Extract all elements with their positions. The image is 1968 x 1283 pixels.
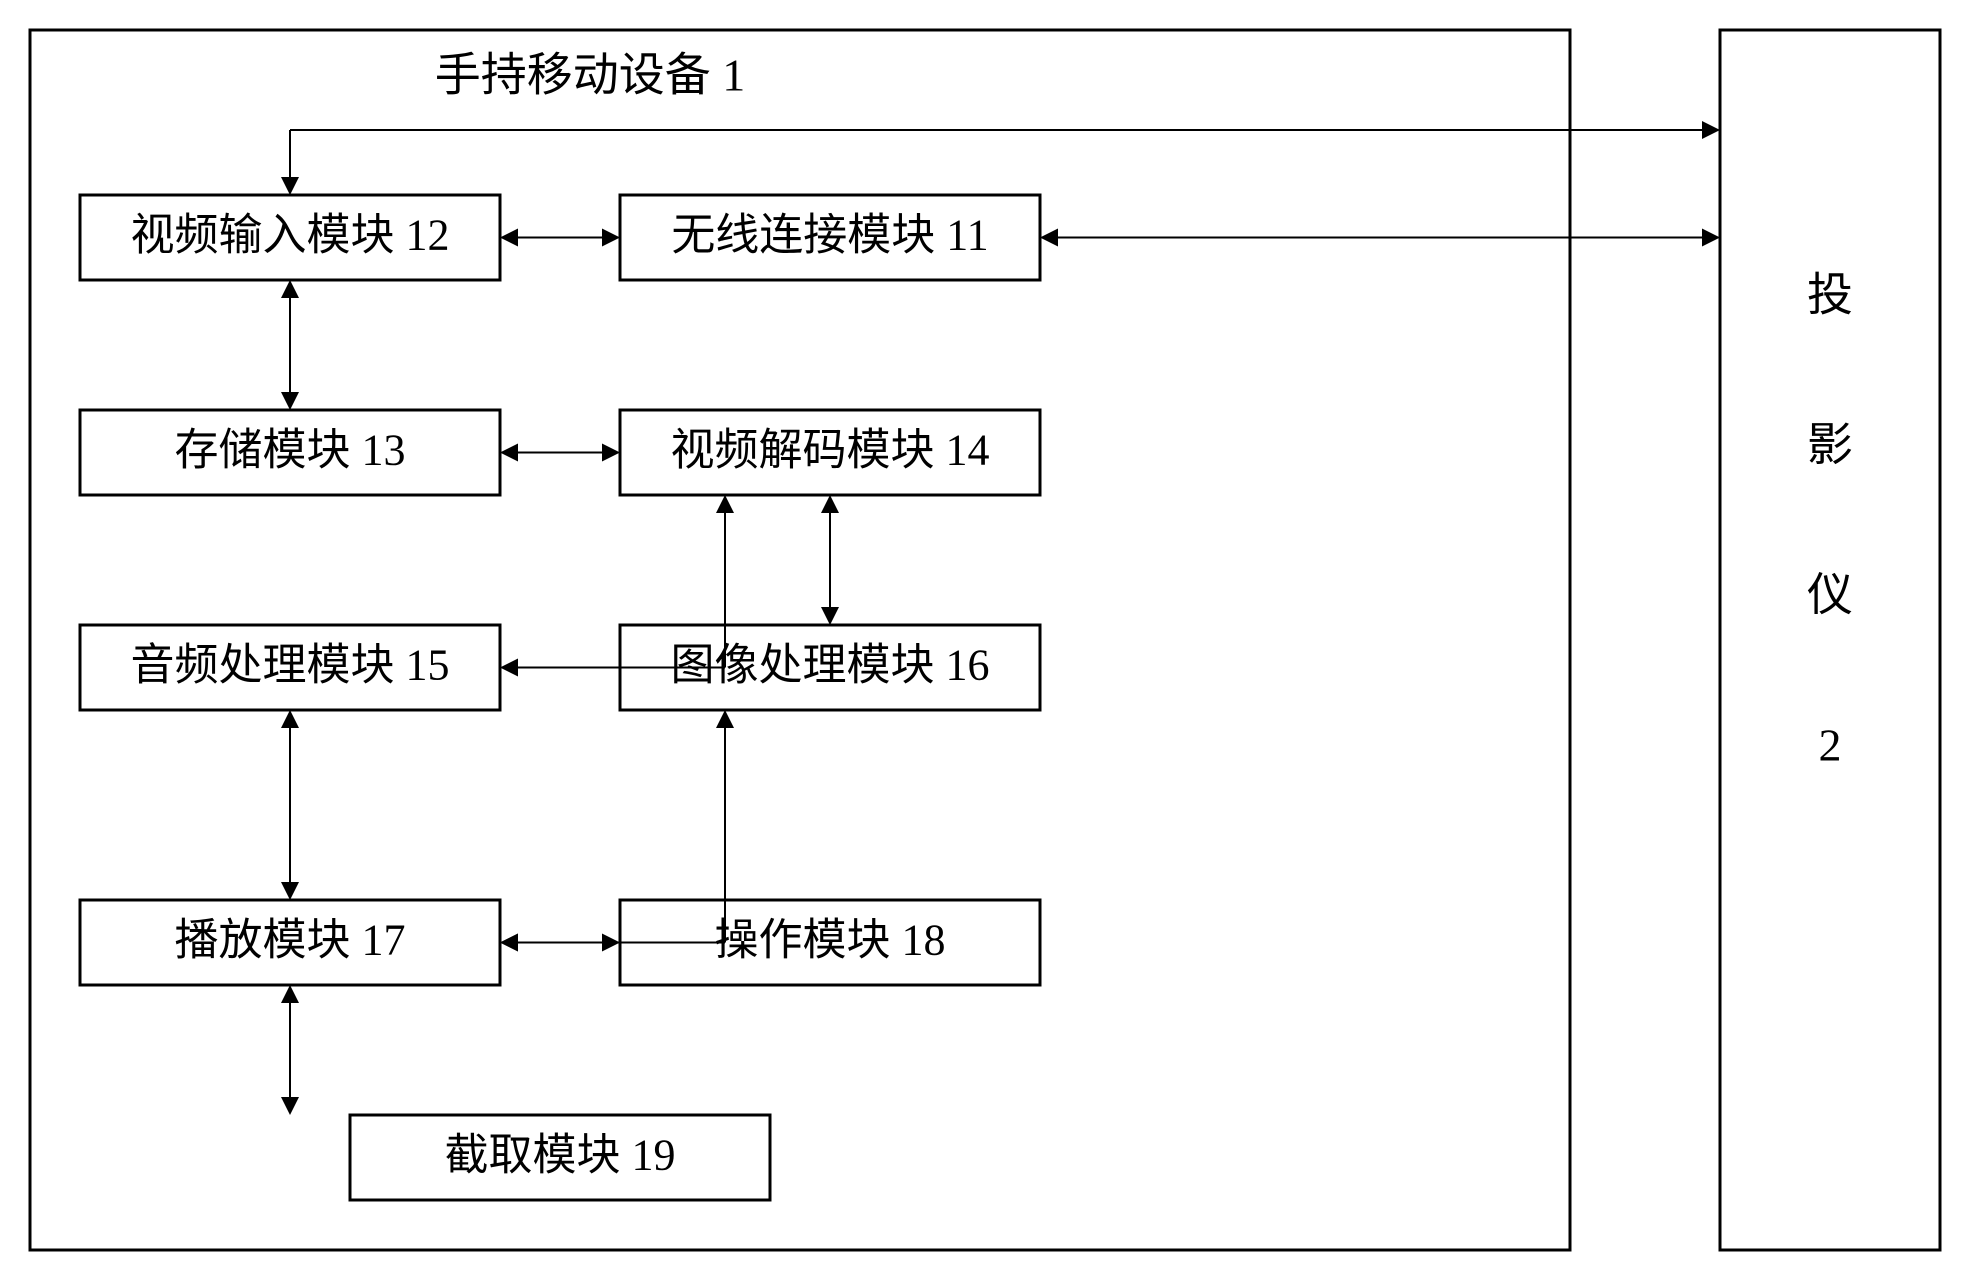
arrowhead [1040, 229, 1058, 247]
module-label-m19: 截取模块 19 [445, 1131, 676, 1180]
module-label-m11: 无线连接模块 11 [671, 211, 988, 260]
arrowhead [500, 934, 518, 952]
projector-box [1720, 30, 1940, 1250]
arrowhead [821, 495, 839, 513]
arrowhead [821, 607, 839, 625]
projector-label-char: 仪 [1807, 570, 1853, 621]
module-label-m12: 视频输入模块 12 [131, 211, 450, 260]
arrowhead [716, 495, 734, 513]
arrowhead [500, 444, 518, 462]
module-label-m14: 视频解码模块 14 [671, 426, 990, 475]
arrowhead [281, 985, 299, 1003]
arrowhead [281, 1097, 299, 1115]
projector-label-char: 投 [1807, 270, 1853, 321]
module-label-m18: 操作模块 18 [715, 916, 946, 965]
arrowhead [281, 710, 299, 728]
device-title: 手持移动设备 1 [435, 50, 746, 101]
module-label-m15: 音频处理模块 15 [131, 641, 450, 690]
arrowhead [500, 659, 518, 677]
arrowhead [1702, 121, 1720, 139]
module-label-m17: 播放模块 17 [175, 916, 406, 965]
arrowhead [500, 229, 518, 247]
arrowhead [602, 229, 620, 247]
arrowhead [602, 444, 620, 462]
module-label-m16: 图像处理模块 16 [671, 641, 990, 690]
arrowhead [281, 882, 299, 900]
arrowhead [281, 392, 299, 410]
arrowhead [1702, 229, 1720, 247]
projector-label-char: 影 [1807, 420, 1853, 471]
arrowhead [281, 177, 299, 195]
arrowhead [716, 710, 734, 728]
arrowhead [281, 280, 299, 298]
module-label-m13: 存储模块 13 [175, 426, 406, 475]
projector-label-char: 2 [1819, 720, 1842, 771]
